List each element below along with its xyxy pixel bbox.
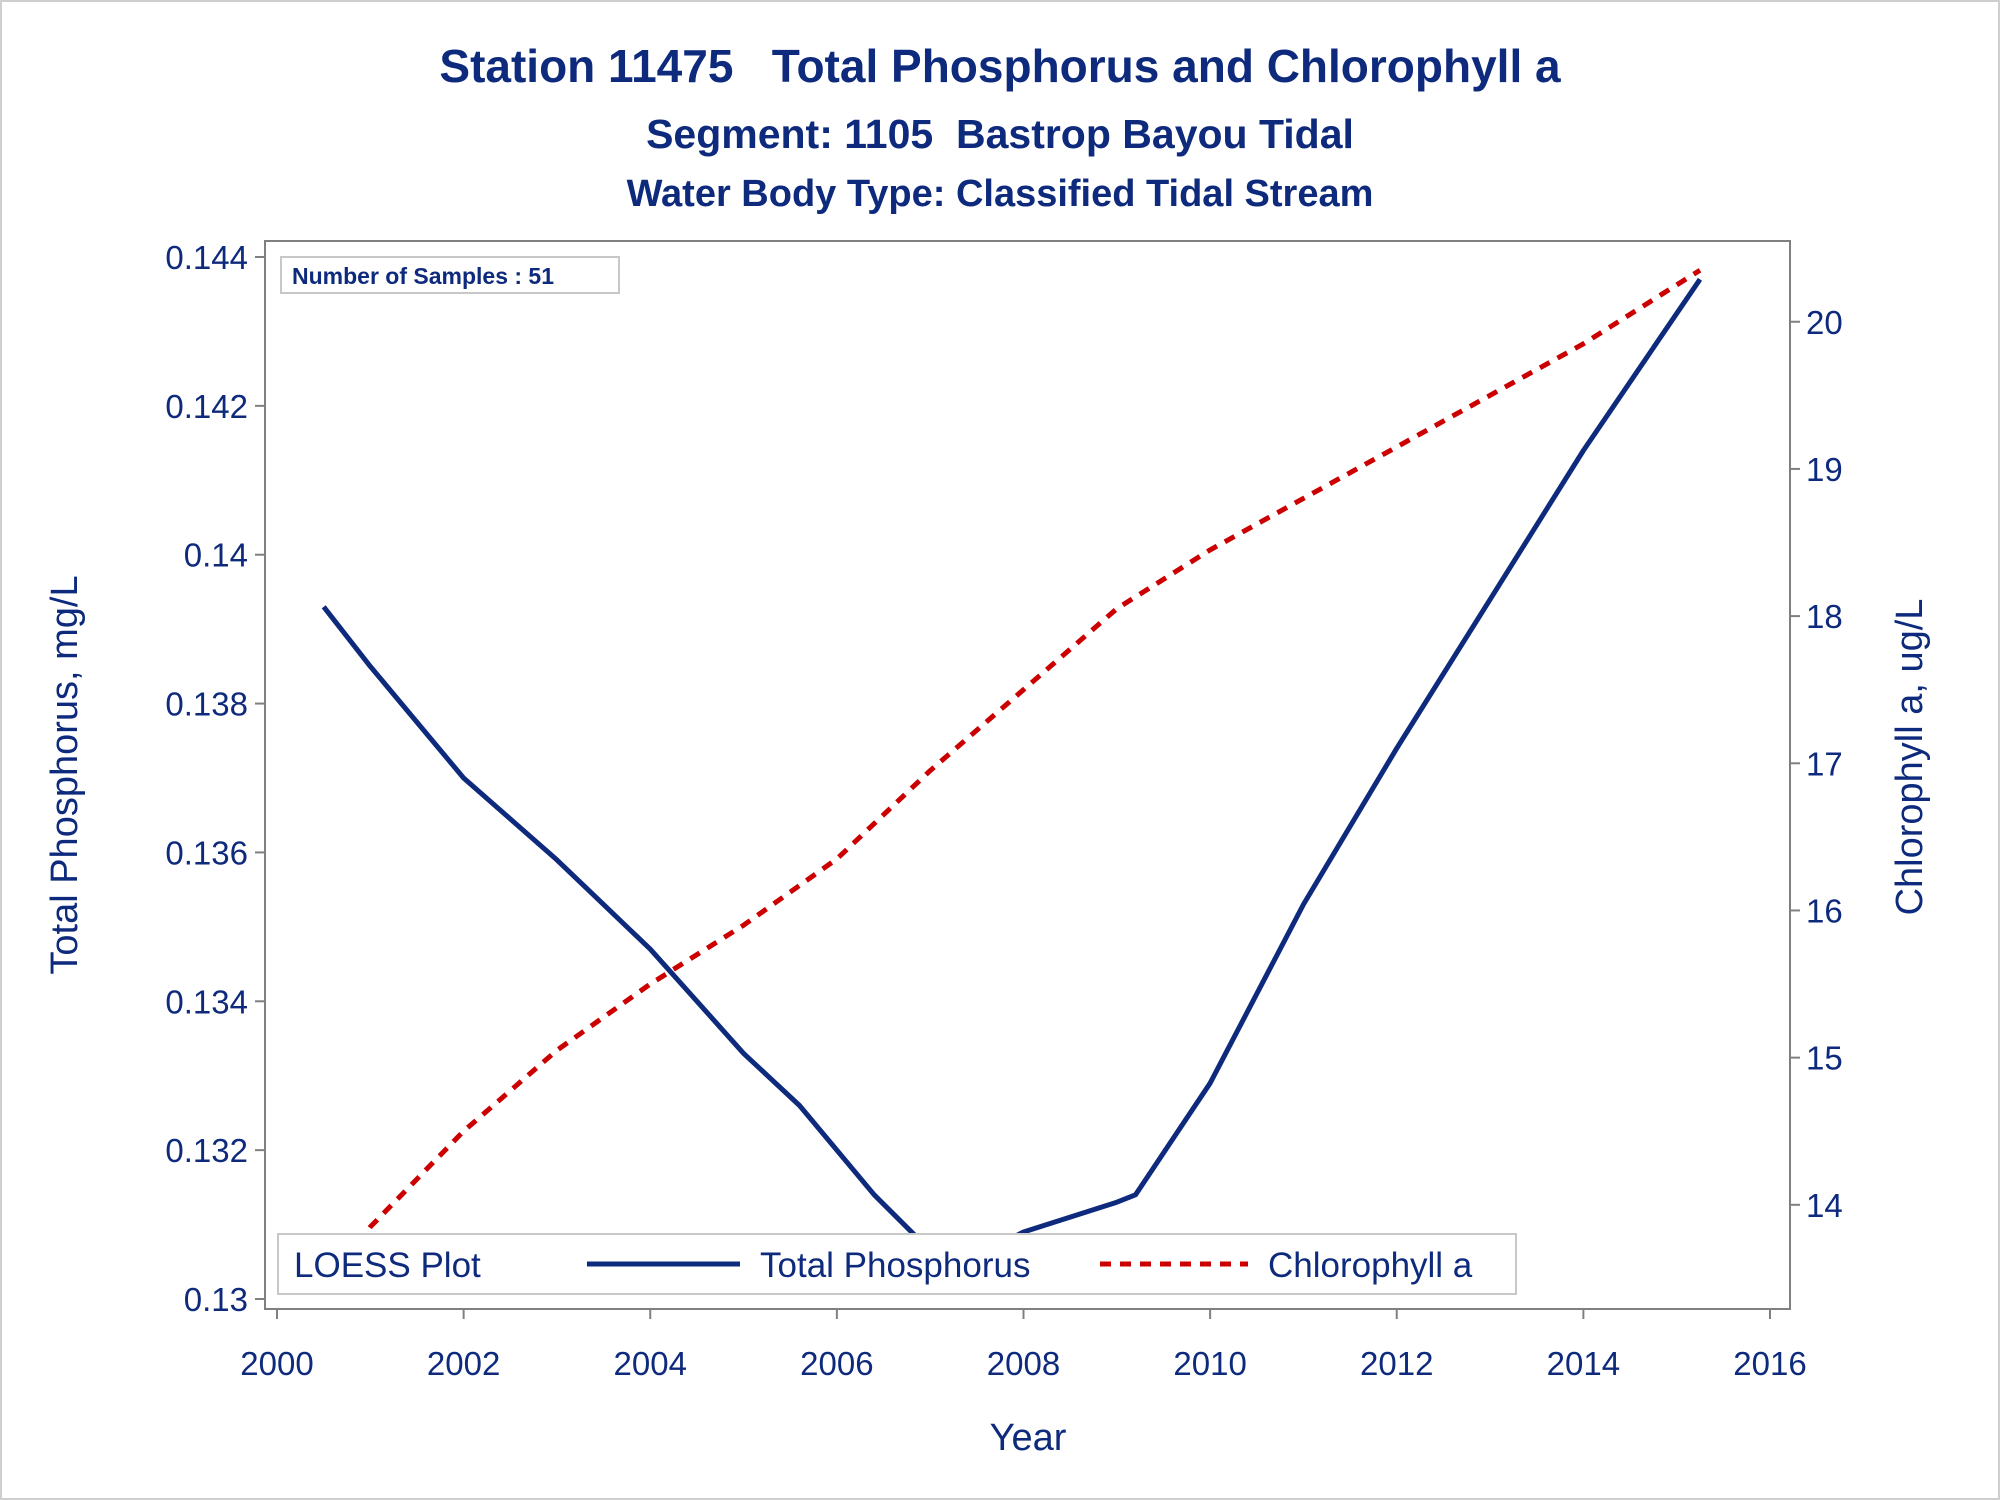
y-tick-label: 0.14 (184, 537, 248, 574)
y-tick-label: 0.144 (165, 239, 248, 276)
chart-subtitle: Segment: 1105 Bastrop Bayou Tidal (646, 111, 1354, 157)
y-axis-label: Total Phosphorus, mg/L (44, 575, 86, 974)
series-line-total-phosphorus (321, 277, 1703, 1272)
x-tick-label: 2004 (614, 1345, 687, 1382)
y-tick-label: 0.132 (165, 1132, 248, 1169)
y-tick-label: 0.13 (184, 1281, 248, 1318)
y2-tick-label: 17 (1806, 745, 1843, 782)
y2-tick-label: 14 (1806, 1187, 1843, 1224)
legend-title: LOESS Plot (294, 1246, 481, 1285)
y-tick-label: 0.142 (165, 388, 248, 425)
x-tick-label: 2010 (1173, 1345, 1246, 1382)
legend-label-chlorophyll: Chlorophyll a (1268, 1246, 1473, 1285)
plot-area (264, 240, 1791, 1310)
y-tick-label: 0.134 (165, 983, 248, 1020)
y2-tick-label: 15 (1806, 1040, 1843, 1077)
y-axis-left: 0.13 0.132 0.134 0.136 0.138 0.14 0.142 0.144 (165, 239, 265, 1318)
x-tick-label: 2006 (800, 1345, 873, 1382)
x-axis-label: Year (990, 1417, 1067, 1459)
x-tick-label: 2000 (240, 1345, 313, 1382)
sample-count-box (280, 256, 620, 294)
chart-subtitle-2: Water Body Type: Classified Tidal Stream (627, 173, 1374, 215)
x-tick-label: 2002 (427, 1345, 500, 1382)
chart-title: Station 11475 Total Phosphorus and Chlor… (439, 40, 1561, 92)
series-line-chlorophyll-a (321, 268, 1702, 1295)
y2-tick-label: 20 (1806, 304, 1843, 341)
x-tick-label: 2012 (1360, 1345, 1433, 1382)
y-axis-right: 14 15 16 17 18 19 20 (1790, 304, 1843, 1224)
x-tick-label: 2016 (1733, 1345, 1806, 1382)
legend-label-phosphorus: Total Phosphorus (760, 1246, 1030, 1285)
y2-axis-label: Chlorophyll a, ug/L (1889, 599, 1931, 916)
sample-count-text: Number of Samples : 51 (292, 263, 554, 289)
series-group (321, 268, 1703, 1295)
y-tick-label: 0.138 (165, 686, 248, 723)
y2-tick-label: 16 (1806, 892, 1843, 929)
x-tick-label: 2008 (987, 1345, 1060, 1382)
y-tick-label: 0.136 (165, 834, 248, 871)
x-tick-label: 2014 (1547, 1345, 1620, 1382)
y2-tick-label: 19 (1806, 451, 1843, 488)
x-axis: 2000 2002 2004 2006 2008 2010 2012 2014 2016 (240, 1309, 1807, 1382)
legend-box (277, 1233, 1517, 1295)
y2-tick-label: 18 (1806, 598, 1843, 635)
